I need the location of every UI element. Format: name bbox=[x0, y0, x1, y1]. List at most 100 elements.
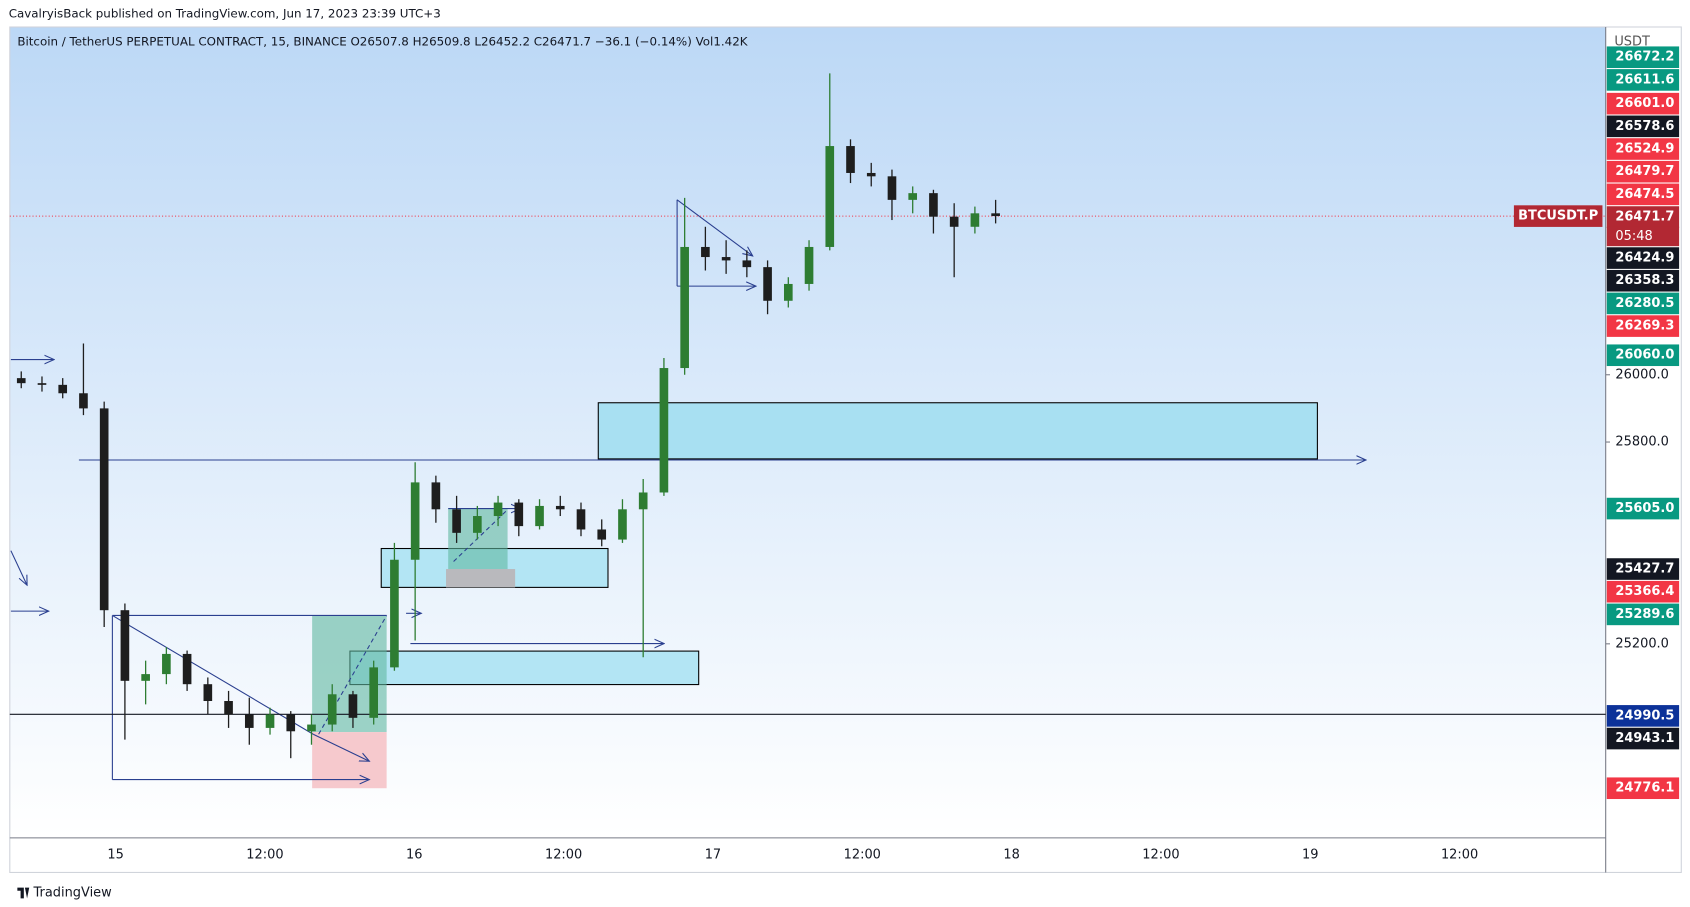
candle-body bbox=[265, 714, 275, 728]
candle-body bbox=[783, 283, 793, 301]
candle-body bbox=[410, 482, 420, 560]
candle-body bbox=[991, 213, 1000, 217]
price-label-bg bbox=[1606, 115, 1680, 138]
x-tick-label: 12:00 bbox=[844, 848, 881, 863]
candle-body bbox=[659, 368, 669, 493]
x-tick-label: 12:00 bbox=[1142, 848, 1179, 863]
candle-body bbox=[141, 674, 150, 681]
price-label-bg bbox=[1606, 160, 1680, 183]
zone-box bbox=[349, 650, 700, 686]
candle-body bbox=[203, 684, 213, 702]
price-label-bg bbox=[1606, 727, 1680, 750]
price-label: 26060.0 bbox=[1615, 348, 1674, 363]
price-label: 26672.2 bbox=[1615, 50, 1674, 65]
position-loss bbox=[446, 569, 516, 588]
candle-body bbox=[431, 482, 441, 510]
candle-body bbox=[348, 694, 358, 718]
drawings bbox=[10, 199, 1366, 789]
price-label-bg bbox=[1606, 777, 1680, 800]
candle-body bbox=[825, 146, 835, 247]
candle-body bbox=[514, 502, 524, 527]
arrow bbox=[10, 550, 27, 586]
x-tick-label: 17 bbox=[705, 848, 721, 863]
candle-body bbox=[493, 502, 503, 517]
price-label: 26269.3 bbox=[1615, 319, 1674, 334]
price-label-bg bbox=[1606, 705, 1680, 727]
axis-unit: USDT bbox=[1614, 35, 1650, 50]
price-label: 25289.6 bbox=[1615, 607, 1674, 622]
price-label: 25366.4 bbox=[1615, 584, 1674, 599]
candle-body bbox=[390, 559, 399, 668]
candle-body bbox=[473, 516, 482, 533]
candle-body bbox=[58, 384, 68, 394]
price-label: 26524.9 bbox=[1615, 142, 1674, 157]
candle-body bbox=[535, 505, 544, 527]
candle-body bbox=[369, 667, 379, 718]
price-label-bg bbox=[1606, 206, 1680, 228]
candle-body bbox=[79, 393, 88, 409]
price-label-bg bbox=[1606, 558, 1680, 580]
candle-body bbox=[721, 257, 731, 261]
price-label-bg bbox=[1606, 46, 1680, 69]
candle-body bbox=[555, 505, 565, 510]
x-tick-label: 19 bbox=[1302, 848, 1318, 863]
price-label: 26358.3 bbox=[1615, 273, 1674, 288]
price-label: 26280.5 bbox=[1615, 296, 1674, 311]
price-label: 24776.1 bbox=[1615, 781, 1674, 796]
price-label-bg bbox=[1606, 92, 1680, 115]
x-tick-label: 12:00 bbox=[545, 848, 582, 863]
symbol-tag: BTCUSDT.P bbox=[1518, 209, 1598, 224]
candle-body bbox=[452, 509, 461, 533]
candle-body bbox=[887, 176, 897, 200]
arrow bbox=[676, 199, 753, 256]
x-tick-label: 16 bbox=[406, 848, 422, 863]
price-label: 26474.5 bbox=[1615, 187, 1674, 202]
candle-body bbox=[244, 714, 254, 728]
price-label-bg bbox=[1606, 580, 1680, 603]
candle-body bbox=[597, 529, 607, 540]
candle-body bbox=[307, 724, 316, 732]
footer: TradingView bbox=[33, 885, 113, 900]
price-label-bg bbox=[1606, 69, 1680, 91]
price-label: 24990.5 bbox=[1615, 708, 1674, 723]
header: CavalryisBack published on TradingView.c… bbox=[9, 7, 441, 21]
arrow bbox=[312, 733, 369, 761]
candle-body bbox=[286, 714, 296, 732]
x-tick-label: 12:00 bbox=[1441, 848, 1478, 863]
zone-box bbox=[597, 402, 1318, 460]
price-label-bg bbox=[1606, 183, 1680, 206]
candle-body bbox=[576, 509, 586, 530]
price-label: 24943.1 bbox=[1615, 731, 1674, 746]
candle-body bbox=[701, 246, 710, 258]
countdown: 05:48 bbox=[1615, 229, 1652, 244]
price-label: 26611.6 bbox=[1615, 72, 1674, 87]
candle-body bbox=[908, 193, 918, 200]
candle-body bbox=[846, 146, 855, 173]
candle-body bbox=[866, 172, 876, 177]
marks: 25200.0 25800.0 26000.0 15 12:00 16 12:00 17 12:… bbox=[9, 46, 1680, 863]
legend: Bitcoin / TetherUS PERPETUAL CONTRACT, 1… bbox=[17, 35, 748, 49]
price-label-bg bbox=[1606, 247, 1680, 269]
price-label: 25605.0 bbox=[1615, 501, 1674, 516]
candle-body bbox=[638, 492, 648, 510]
candle-body bbox=[162, 653, 171, 675]
candle-body bbox=[804, 246, 814, 284]
price-label: 25427.7 bbox=[1615, 562, 1674, 577]
logo bbox=[17, 887, 30, 899]
candle-body bbox=[970, 213, 980, 227]
y-tick-label: 26000.0 bbox=[1615, 367, 1669, 382]
price-label: 26601.0 bbox=[1615, 96, 1674, 111]
x-tick-label: 12:00 bbox=[246, 848, 283, 863]
y-tick-label: 25200.0 bbox=[1615, 636, 1669, 651]
candle-body bbox=[16, 378, 26, 384]
price-label-bg bbox=[1606, 138, 1680, 160]
frame bbox=[9, 26, 1682, 873]
candle-body bbox=[680, 246, 689, 369]
candle-body bbox=[763, 267, 772, 301]
price-label: 26479.7 bbox=[1615, 164, 1674, 179]
price-label: 26471.7 bbox=[1615, 210, 1674, 225]
candle-body bbox=[327, 694, 337, 725]
price-label: 26424.9 bbox=[1615, 251, 1674, 266]
